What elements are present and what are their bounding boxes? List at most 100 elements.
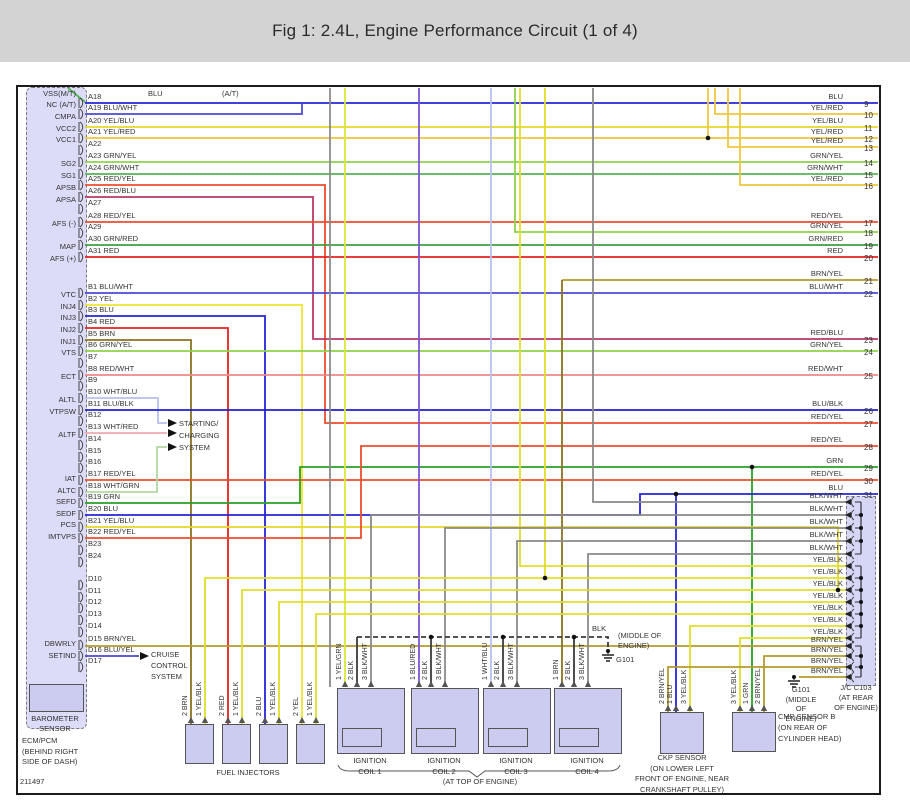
ecm-pin-label: A28 RED/YEL <box>88 211 136 220</box>
ecm-pin-label: D12 <box>88 597 102 606</box>
circuit-pin-number: 17 <box>864 219 873 228</box>
wire-blu_wht <box>85 103 303 115</box>
fuel-injector-pin-arrow <box>201 717 209 723</box>
ecm-pin-label: B11 BLU/BLK <box>88 399 134 408</box>
ecm-pin-arc <box>79 191 84 203</box>
circuit-color-label: BLU <box>828 483 843 492</box>
circuit-color-label: YEL/BLU <box>812 116 843 125</box>
ecm-signal-label: CMPA <box>54 112 76 121</box>
fuel-injector-pin-label: 2 RED <box>219 695 226 716</box>
wire-color-tag: (A/T) <box>222 89 239 98</box>
wire-wht_grn <box>85 446 167 493</box>
ecm-pin-arc <box>79 650 84 662</box>
diagram-frame <box>16 85 881 795</box>
jc-row-color-label: BLK/WHT <box>809 504 843 513</box>
fuel-injector-box <box>296 724 325 764</box>
ckp-sensor-label: CRANKSHAFT PULLEY) <box>639 784 725 794</box>
ignition-coil-pin-label: 1 BLU/RED <box>410 643 417 680</box>
starting-charging-system-label: CHARGING <box>179 431 220 440</box>
circuit-pin-number: 23 <box>864 336 873 345</box>
fuel-injector-pin-arrow <box>275 717 283 723</box>
junction-dot <box>673 491 679 497</box>
circuit-color-label: RED/WHT <box>808 364 843 373</box>
ecm-pin-arc <box>79 239 84 251</box>
ecm-pin-label: B19 GRN <box>88 492 121 501</box>
cmp-sensor-b-pin-arrow <box>760 705 768 711</box>
ecm-signal-label: APSA <box>55 195 76 204</box>
ecm-signal-label: SEDF <box>55 509 76 518</box>
ecm-pin-arc <box>79 661 84 673</box>
jc-row-color-label: BLK/WHT <box>809 517 843 526</box>
ecm-pin-arc <box>79 203 84 215</box>
jc-wire-arrow <box>845 599 851 605</box>
ecm-signal-label: IMTVPS <box>48 532 76 541</box>
ecm-pin-label: B18 WHT/GRN <box>88 481 140 490</box>
ignition-coil-pin-label: 2 BLK <box>422 660 429 680</box>
ecm-pcm-label: (BEHIND RIGHT <box>22 746 79 756</box>
wire-color-tag: BLK <box>592 624 607 633</box>
ecm-signal-label: VTS <box>61 348 76 357</box>
ckp-sensor-pin-label: 1 BLU <box>667 684 674 704</box>
ignition-coil-caption: COIL 3 <box>504 767 528 776</box>
ecm-signal-label: AFS (-) <box>51 219 76 228</box>
jc-pin-arc <box>850 496 855 508</box>
ignition-coil-pin-arrow <box>487 681 495 687</box>
cmp-sensor-b-pin-arrow <box>736 705 744 711</box>
starting-charging-system-arrow <box>168 429 177 437</box>
jc-row-color-label: BRN/YEL <box>810 645 843 654</box>
ecm-pin-label: A18 <box>88 92 102 101</box>
ecm-pin-arc <box>79 626 84 638</box>
circuit-pin-number: 28 <box>864 443 873 452</box>
ignition-coil-caption: IGNITION <box>353 756 387 765</box>
fuel-injector-pin-label: 1 YEL/BLK <box>307 681 314 716</box>
jc-c103-label: J/C C103 <box>840 683 872 692</box>
circuit-pin-number: 26 <box>864 407 873 416</box>
ecm-pin-label: B1 BLU/WHT <box>88 282 134 291</box>
ecm-pin-label: B16 <box>88 457 102 466</box>
jc-row-color-label: YEL/BLK <box>812 579 843 588</box>
jc-row-color-label: YEL/BLK <box>812 567 843 576</box>
ecm-pin-label: A19 BLU/WHT <box>88 103 138 112</box>
ecm-signal-label: PCS <box>60 520 76 529</box>
fuel-injector-pin-label: 1 YEL/BLK <box>270 681 277 716</box>
ecm-pin-label: B9 <box>88 375 98 384</box>
ecm-pin-arc <box>79 462 84 474</box>
jc-wire-arrow <box>845 575 851 581</box>
ecm-signal-label: INJ3 <box>60 313 76 322</box>
fuel-injector-box <box>185 724 214 764</box>
ecm-signal-label: MAP <box>59 242 76 251</box>
ckp-sensor-box <box>660 712 704 754</box>
ignition-coil-caption: COIL 4 <box>575 767 599 776</box>
junction-dot <box>428 634 434 640</box>
ecm-signal-label: INJ1 <box>60 337 76 346</box>
ecm-signal-label: ALTC <box>57 486 76 495</box>
circuit-color-label: GRN/YEL <box>810 151 843 160</box>
ignition-coil-caption: IGNITION <box>570 756 604 765</box>
circuit-pin-number: 20 <box>864 254 873 263</box>
ecm-pin-label: B7 <box>88 352 98 361</box>
ecm-pin-label: B23 <box>88 539 102 548</box>
cmp-sensor-b-pin-arrow <box>748 705 756 711</box>
ecm-pin-label: D13 <box>88 609 102 618</box>
ecm-pin-arc <box>79 556 84 568</box>
circuit-pin-number: 22 <box>864 290 873 299</box>
ecm-pin-label: D17 <box>88 656 102 665</box>
ecm-signal-label: ALTF <box>58 430 76 439</box>
jc-pin-arc <box>850 632 855 644</box>
ecm-pin-arc <box>79 287 84 299</box>
jc-pin-arc <box>850 535 855 547</box>
jc-row-color-label: BRN/YEL <box>810 656 843 665</box>
ignition-coil-pin-label: 3 BLK/WHT <box>436 643 443 680</box>
wire-yel_blk <box>739 637 846 712</box>
at-top-of-engine-label: (AT TOP OF ENGINE) <box>442 777 518 786</box>
circuit-color-label: YEL/RED <box>810 136 843 145</box>
wire-yel <box>85 304 303 724</box>
ignition-coil-pin-label: 3 BLK/WHT <box>362 643 369 680</box>
ecm-pin-arc <box>79 357 84 369</box>
jc-wire-arrow <box>845 611 851 617</box>
wire-blk_wht <box>592 88 846 503</box>
ecm-pin-label: B6 GRN/YEL <box>88 340 133 349</box>
barometer-sensor-label: SENSOR <box>39 724 71 733</box>
ecm-pin-label: B5 BRN <box>88 329 116 338</box>
ecm-pin-label: B17 RED/YEL <box>88 469 136 478</box>
